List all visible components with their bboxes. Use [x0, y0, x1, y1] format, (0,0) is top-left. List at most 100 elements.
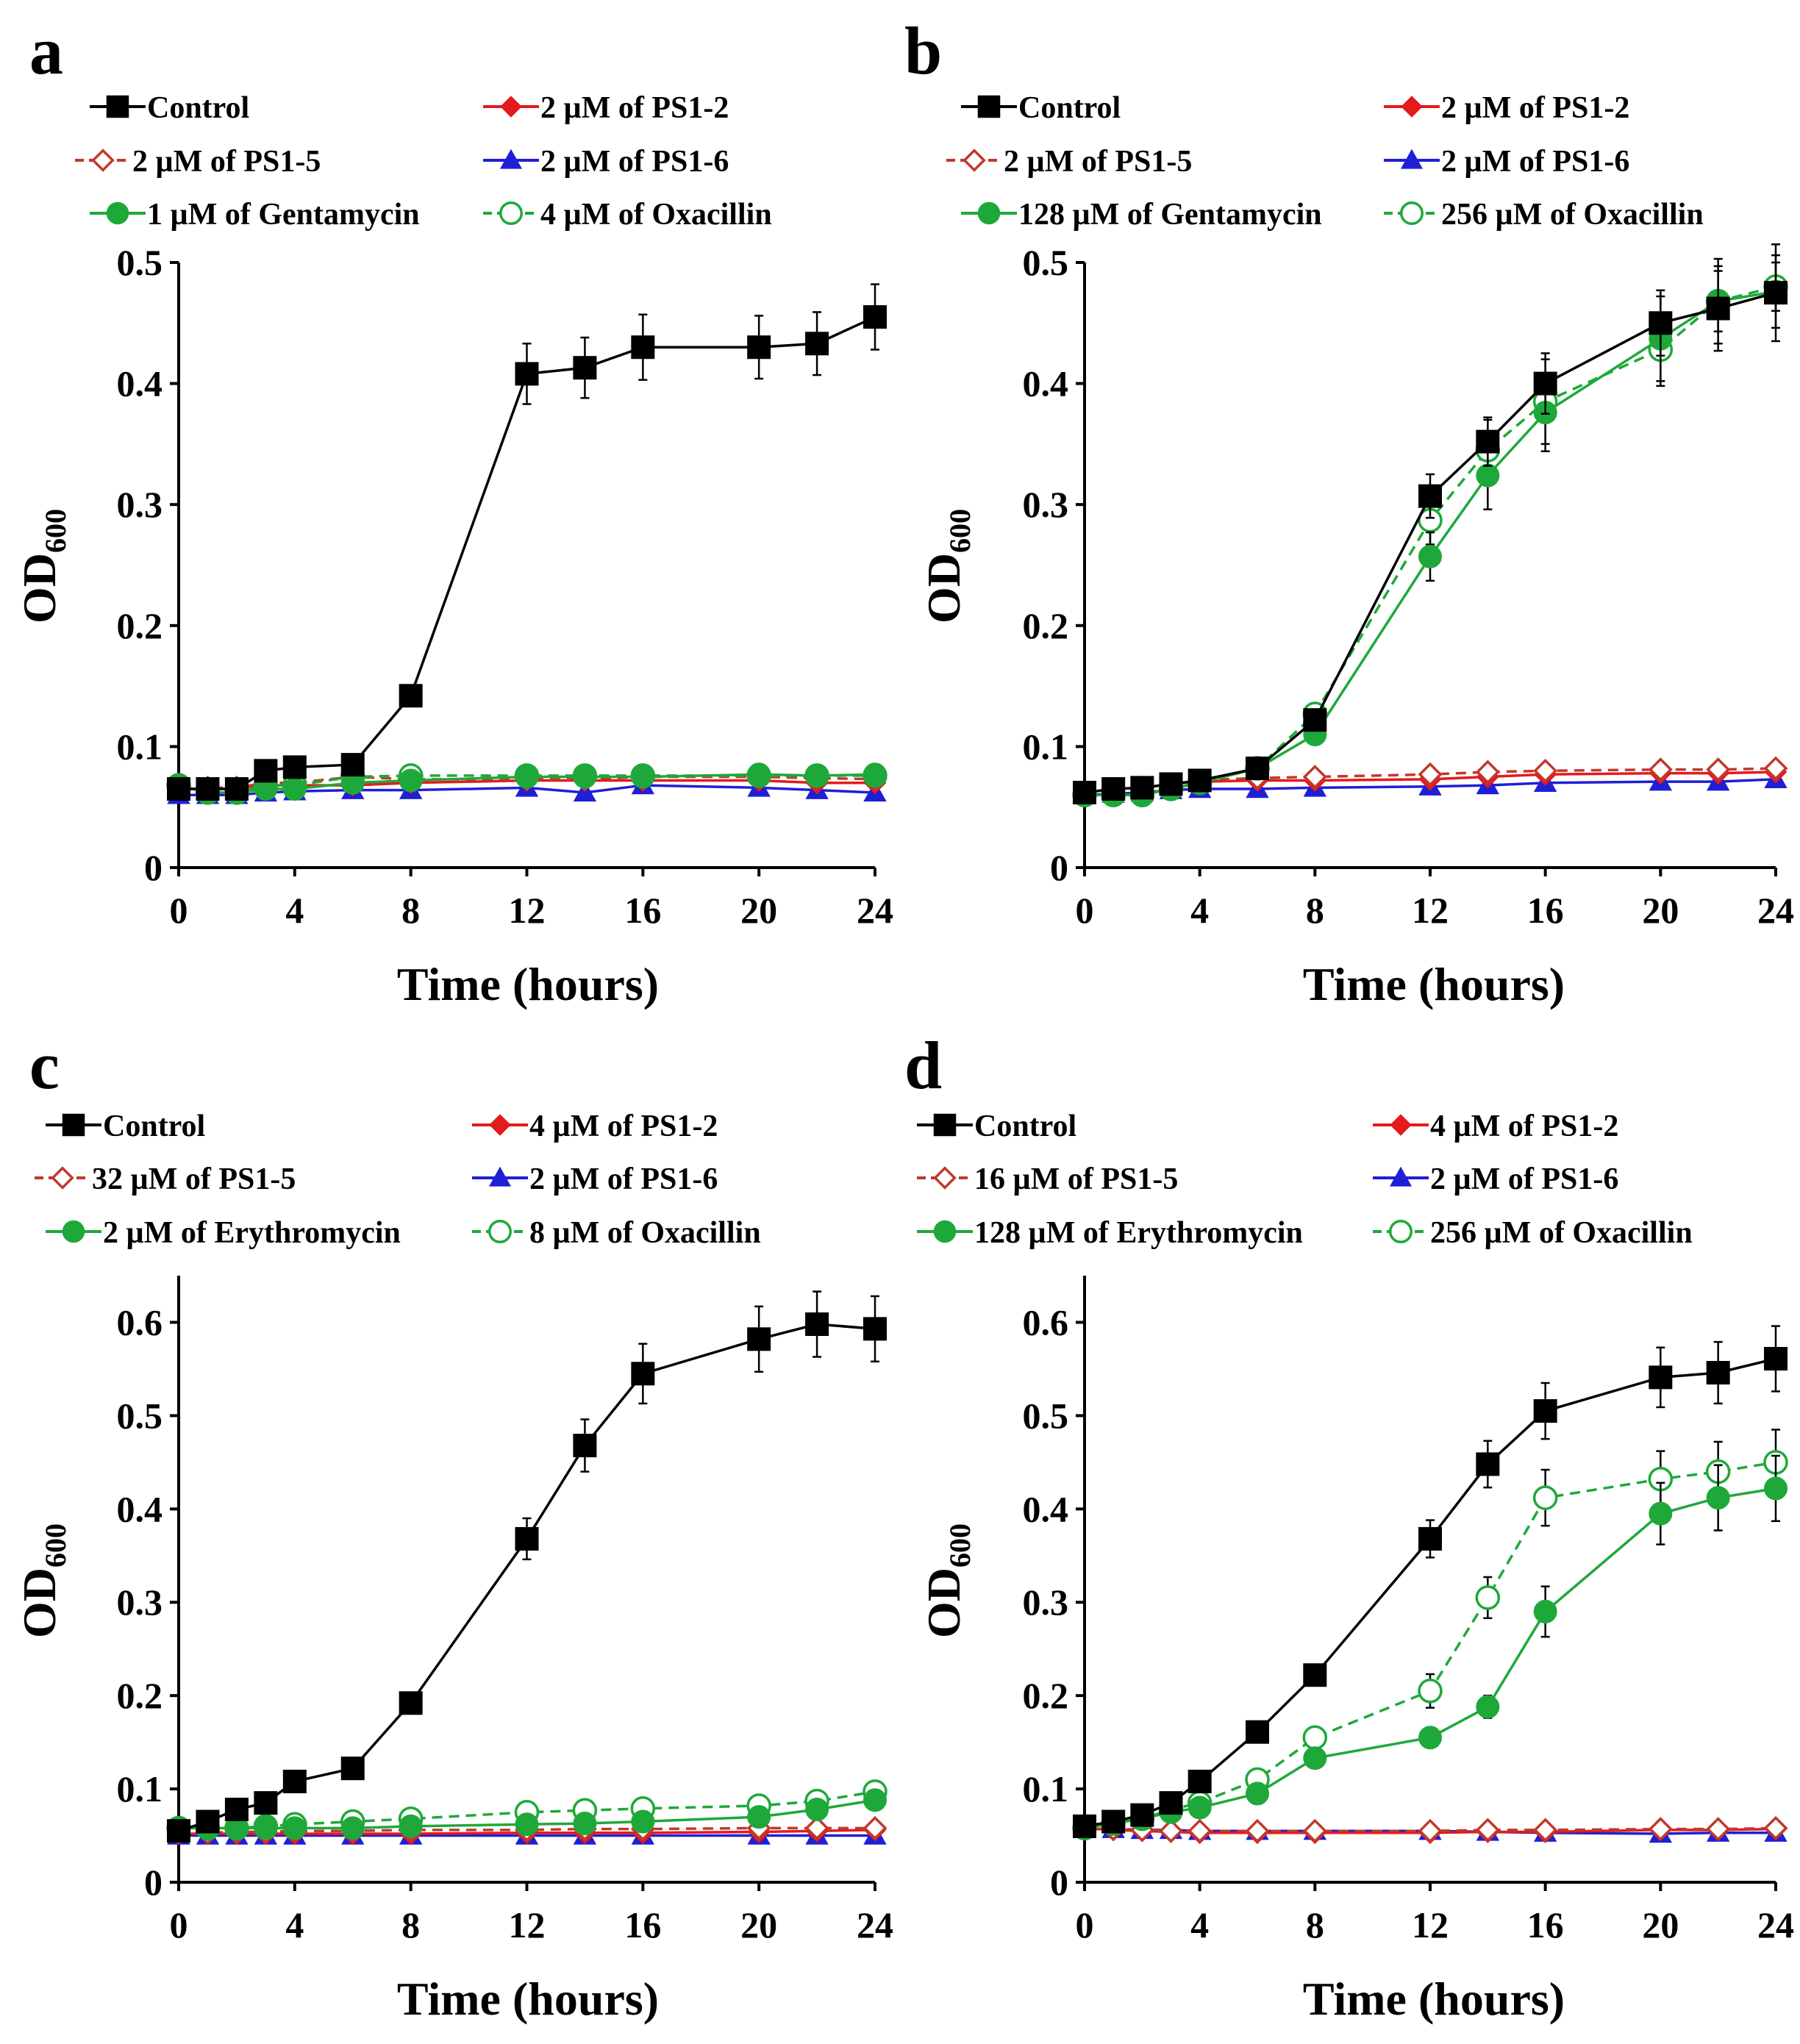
panel-c-ytick-label-6: 0.6	[117, 1301, 163, 1343]
panel-a-ytick-label-3: 0.3	[117, 484, 163, 525]
panel-d-xtick-label-1: 4	[1190, 1904, 1209, 1945]
legend-d-3: 2 µM of PS1-6	[1373, 1162, 1618, 1196]
panel-b-xtick-label-1: 4	[1190, 890, 1209, 931]
panel-b-point-ps1-5-11	[1706, 757, 1731, 782]
panel-a-point-control-12	[863, 305, 887, 329]
panel-c-point-antibiotic-4	[282, 1816, 307, 1840]
panel-d-point-antibiotic-12	[1764, 1476, 1788, 1501]
panel-c-point-antibiotic-5	[340, 1816, 365, 1840]
legend-marker-oxacillin	[1389, 1220, 1412, 1243]
panel-a-point-antibiotic-9	[631, 765, 655, 789]
legend-d-4: 128 µM of Erythromycin	[917, 1216, 1303, 1250]
panel-b: b Control 2 µM of PS1-2 2 µM of PS1-5 2 …	[904, 13, 1794, 1010]
legend-a-3-label: 2 µM of PS1-6	[540, 145, 729, 179]
panel-a-point-control-2	[224, 777, 249, 801]
panel-a-point-control-1	[196, 777, 220, 801]
svg-text:OD600: OD600	[13, 1523, 72, 1638]
panel-b-letter: b	[904, 13, 942, 88]
panel-a-xtick-label-2: 8	[401, 890, 420, 931]
legend-a-3: 2 µM of PS1-6	[483, 145, 729, 179]
panel-d-point-ps1-5-4	[1188, 1818, 1212, 1843]
legend-c-3: 2 µM of PS1-6	[472, 1162, 718, 1196]
panel-b-point-ps1-5-7	[1418, 762, 1443, 787]
panel-b-ytick-label-3: 0.3	[1023, 484, 1069, 525]
panel-c-ytick-label-1: 0.1	[117, 1768, 163, 1809]
panel-b-point-control-2	[1130, 776, 1154, 800]
legend-symbol-control	[46, 1113, 101, 1137]
panel-b-ytick-label-2: 0.2	[1023, 605, 1069, 646]
panel-c-xtick-label-2: 8	[401, 1904, 420, 1945]
panel-a-ytick-label-4: 0.4	[117, 363, 163, 404]
panel-a-point-control-6	[399, 684, 423, 708]
panel-b-xtick-label-4: 16	[1527, 890, 1564, 931]
legend-symbol-control	[90, 95, 146, 118]
panel-a-point-control-4	[282, 755, 307, 779]
panel-d-series-control	[1073, 1325, 1788, 1838]
legend-marker-ps1-2	[1401, 96, 1423, 118]
panel-a-ytick-label-1: 0.1	[117, 726, 163, 767]
legend-a-2-label: 2 µM of PS1-5	[132, 145, 321, 179]
panel-d-xtick-label-0: 0	[1076, 1904, 1094, 1945]
legend-marker-ps1-2	[489, 1114, 511, 1136]
panel-d-ylabel: OD600	[918, 1523, 976, 1638]
panel-d-ytick-label-6: 0.6	[1023, 1301, 1069, 1343]
panel-c-point-control-4	[282, 1769, 307, 1793]
panel-d-point-antibiotic-5	[1246, 1782, 1269, 1806]
panel-d-point-oxacillin-6	[1302, 1725, 1328, 1751]
panel-d-series-oxacillin	[1072, 1429, 1788, 1841]
legend-b-4: 128 µM of Gentamycin	[961, 198, 1322, 232]
legend-b-1: 2 µM of PS1-2	[1384, 91, 1629, 125]
panel-b-point-control-10	[1649, 311, 1673, 335]
panel-d-point-ps1-5-7	[1418, 1818, 1443, 1843]
panel-d-point-oxacillin-8	[1475, 1585, 1501, 1610]
panel-d-line-control	[1084, 1357, 1776, 1828]
legend-symbol-antibiotic	[90, 201, 146, 225]
panel-a-ylabel: OD600	[13, 509, 72, 623]
panel-d-point-antibiotic-7	[1418, 1726, 1442, 1750]
panel-d-xtick-label-2: 8	[1306, 1904, 1324, 1945]
legend-d-5: 256 µM of Oxacillin	[1373, 1216, 1693, 1250]
panel-d-plot: 0 0.1 0.2 0.3 0.4 0.5 0.6 0 4 8 12 16 20 24	[1023, 1276, 1794, 1945]
legend-marker-ps1-6	[489, 1166, 511, 1187]
legend-c-2-label: 32 µM of PS1-5	[92, 1162, 296, 1196]
legend-a-5: 4 µM of Oxacillin	[483, 198, 772, 232]
legend-symbol-ps1-6	[483, 149, 539, 169]
panel-d-point-control-4	[1188, 1769, 1212, 1793]
panel-c-point-control-11	[805, 1312, 829, 1336]
legend-symbol-oxacillin	[1384, 201, 1440, 225]
legend-marker-antibiotic	[977, 201, 1001, 225]
panel-d-point-ps1-5-10	[1648, 1817, 1673, 1842]
legend-symbol-oxacillin	[483, 201, 539, 225]
panel-d-point-antibiotic-8	[1476, 1695, 1500, 1719]
legend-b-3: 2 µM of PS1-6	[1384, 145, 1629, 179]
panel-a-xtick-label-5: 20	[740, 890, 777, 931]
panel-a-point-control-8	[573, 356, 597, 380]
panel-b-ytick-label-4: 0.4	[1023, 363, 1069, 404]
panel-d-ytick-label-0: 0	[1050, 1862, 1068, 1903]
panel-c-xtick-label-6: 24	[857, 1904, 893, 1945]
panel-b-point-control-6	[1303, 708, 1327, 732]
legend-marker-control	[62, 1113, 85, 1137]
panel-c-point-control-0	[167, 1819, 190, 1843]
legend-a-1-label: 2 µM of PS1-2	[540, 91, 729, 125]
panel-a-xtick-label-3: 12	[509, 890, 546, 931]
panel-b-ytick-label-0: 0	[1050, 847, 1068, 888]
panel-b-point-ps1-5-8	[1475, 760, 1500, 785]
panel-b-point-ps1-5-6	[1302, 765, 1327, 790]
panel-d-ytick-label-3: 0.3	[1023, 1582, 1069, 1623]
panel-a-point-control-11	[805, 332, 829, 356]
panel-b-plot: 0 0.1 0.2 0.3 0.4 0.5 0 4 8 12 16 20 24	[1023, 242, 1795, 931]
panel-b-point-ps1-5-12	[1763, 756, 1788, 781]
panel-a-point-control-9	[631, 335, 655, 360]
panel-a-xtick-label-0: 0	[170, 890, 188, 931]
panel-b-xtick-label-5: 20	[1642, 890, 1679, 931]
panel-d-point-antibiotic-11	[1706, 1486, 1730, 1510]
legend-marker-oxacillin	[499, 201, 523, 225]
legend-d-1: 4 µM of PS1-2	[1373, 1109, 1618, 1143]
legend-a-0-label: Control	[147, 91, 249, 125]
legend-symbol-antibiotic	[961, 201, 1017, 225]
panel-d-xtick-label-4: 16	[1527, 1904, 1564, 1945]
panel-c-line-control	[178, 1323, 876, 1832]
legend-b-5-label: 256 µM of Oxacillin	[1441, 198, 1704, 232]
legend-a-1: 2 µM of PS1-2	[483, 91, 729, 125]
